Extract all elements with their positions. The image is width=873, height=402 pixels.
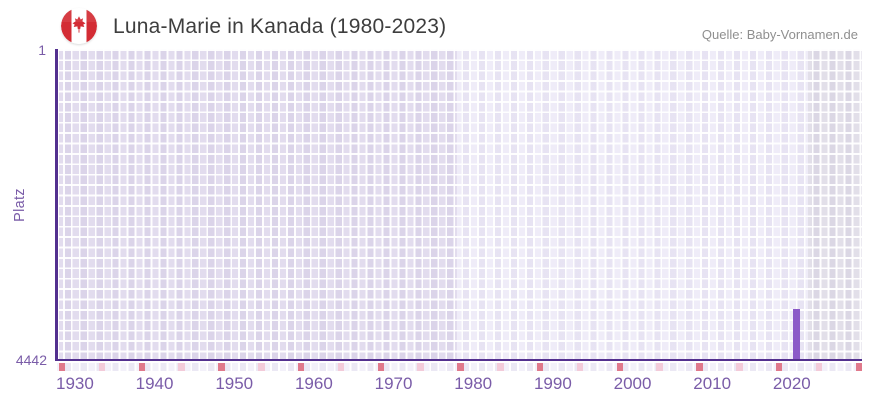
baseline-marker-light-2023 bbox=[815, 363, 823, 371]
baseline-marker-dark-1978 bbox=[457, 363, 464, 371]
baseline-marker-dark-1998 bbox=[616, 363, 624, 371]
x-tick-label-1990: 1990 bbox=[533, 374, 572, 393]
y-axis-max-label: 1 bbox=[38, 42, 46, 58]
x-tick-label-1970: 1970 bbox=[374, 374, 413, 393]
plot-area bbox=[55, 49, 862, 361]
x-tick-label-2020: 2020 bbox=[772, 374, 811, 393]
x-axis-line bbox=[55, 358, 862, 361]
baseline-marker-dark-1928 bbox=[58, 363, 66, 371]
maple-leaf-icon bbox=[72, 16, 86, 33]
baseline-marker-light-1973 bbox=[417, 363, 424, 371]
baseline-marker-light-2003 bbox=[656, 363, 663, 371]
grid-lines bbox=[55, 49, 862, 361]
baseline-marker-light-1953 bbox=[258, 363, 265, 371]
baseline-marker-dark-2018 bbox=[775, 363, 783, 371]
x-tick-label-1940: 1940 bbox=[135, 374, 174, 393]
y-axis-line bbox=[55, 49, 58, 361]
x-tick-label-1930: 1930 bbox=[55, 374, 94, 393]
baseline-marker-dark-2028 bbox=[855, 363, 862, 371]
page-title: Luna-Marie in Kanada (1980-2023) bbox=[113, 15, 447, 38]
canada-flag-icon bbox=[61, 8, 97, 44]
baseline-marker-strip bbox=[55, 363, 862, 371]
baseline-marker-light-1993 bbox=[576, 363, 584, 371]
rank-bar-2020[interactable] bbox=[793, 309, 800, 361]
x-tick-label-1950: 1950 bbox=[215, 374, 254, 393]
baseline-marker-light-1943 bbox=[178, 363, 185, 371]
baseline-marker-dark-2008 bbox=[696, 363, 703, 371]
baseline-marker-dark-1958 bbox=[297, 363, 305, 371]
baseline-marker-dark-1948 bbox=[218, 363, 225, 371]
baseline-marker-dark-1938 bbox=[138, 363, 146, 371]
baseline-marker-dark-1968 bbox=[377, 363, 385, 371]
baseline-marker-light-1983 bbox=[497, 363, 504, 371]
x-tick-label-2010: 2010 bbox=[693, 374, 732, 393]
source-credit: Quelle: Baby-Vornamen.de bbox=[701, 27, 858, 42]
baseline-marker-light-1933 bbox=[98, 363, 106, 371]
baseline-marker-dark-1988 bbox=[536, 363, 544, 371]
baseline-marker-light-1963 bbox=[337, 363, 345, 371]
x-tick-label-2000: 2000 bbox=[613, 374, 652, 393]
baseline-marker-light-2013 bbox=[736, 363, 743, 371]
y-axis-min-label: 4442 bbox=[15, 352, 47, 368]
y-axis-title: Platz bbox=[11, 188, 28, 222]
x-tick-label-1960: 1960 bbox=[294, 374, 333, 393]
x-tick-label-1980: 1980 bbox=[454, 374, 493, 393]
